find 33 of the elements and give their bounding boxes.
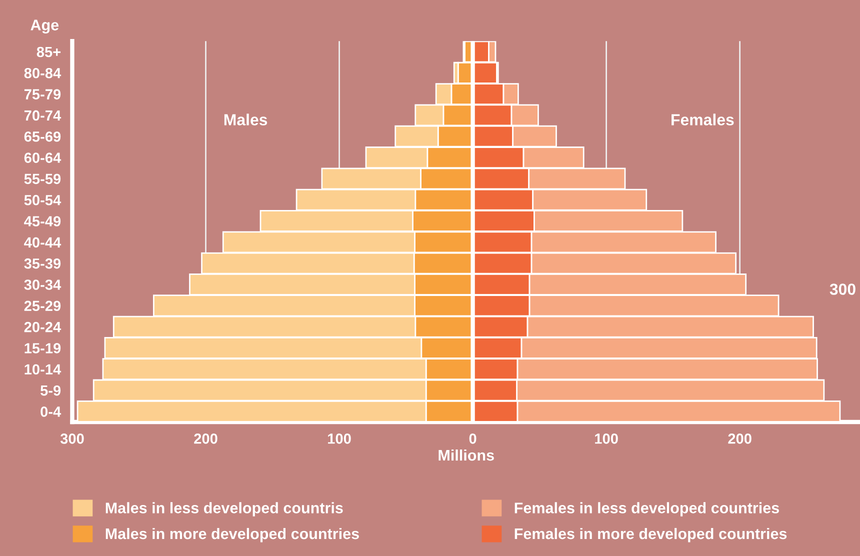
x-tick-label: 300 [60,434,84,444]
annotation: 300 [830,284,856,295]
y-tick-label: 5-9 [40,385,61,396]
y-tick-label: 80-84 [24,68,62,78]
y-tick-label: 55-59 [24,174,61,184]
y-tick-label: 15-19 [24,343,61,354]
y-tick-label: 50-54 [24,194,62,206]
x-tick-label: 200 [728,434,752,444]
annotation: Females [672,114,734,126]
y-tick-label: 0-4 [40,406,62,417]
y-tick-label: 20-24 [24,322,62,332]
y-axis-title: Age [30,20,59,34]
x-tick-label: 100 [328,434,351,444]
y-tick-label: 70-74 [24,110,62,121]
y-tick-label: 65-69 [24,131,61,142]
y-tick-label: 60-64 [24,152,62,163]
y-tick-label: 25-29 [24,300,61,312]
y-tick-label: 10-14 [24,364,62,375]
y-tick-label: 35-39 [24,258,61,269]
x-tick-label: 200 [194,434,218,444]
y-tick-label: 40-44 [24,237,62,248]
y-tick-label: 75-79 [24,89,61,100]
x-axis-title: Millions [438,449,494,461]
x-tick-label: 0 [469,434,476,444]
legend-label: Females in more developed countries [514,528,787,542]
legend-label: Males in less developed countris [106,502,343,516]
legend-label: Females in less developed countries [514,502,779,516]
y-tick-label: 45-49 [24,216,61,226]
x-tick-label: 100 [595,434,618,444]
y-tick-label: 85+ [36,46,61,58]
y-tick-label: 30-34 [24,280,62,290]
legend-label: Males in more developed countries [106,528,359,542]
annotation: Males [224,114,268,126]
